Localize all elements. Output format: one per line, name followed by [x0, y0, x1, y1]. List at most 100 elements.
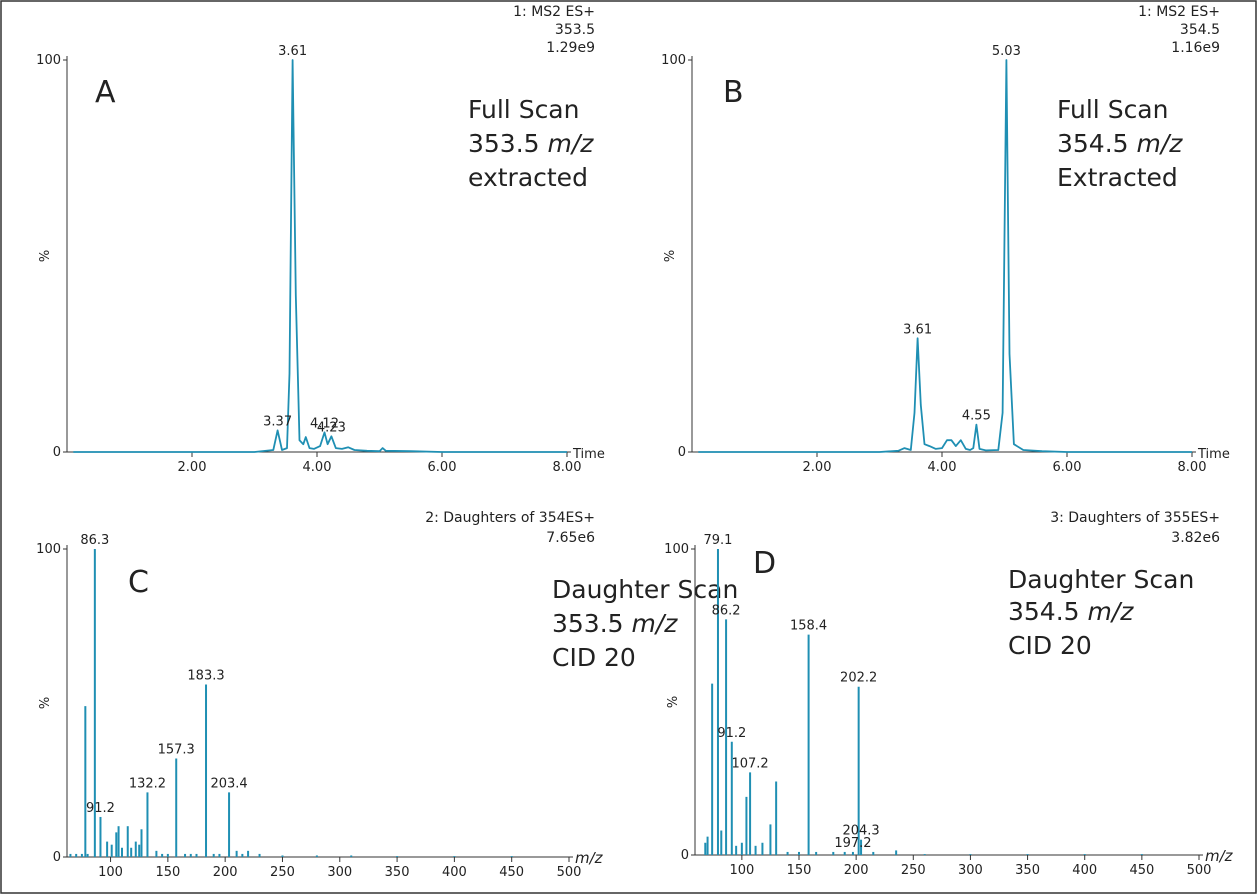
x-tick-label: 8.00 — [553, 460, 582, 475]
note-line: CID 20 — [552, 643, 636, 672]
note-text: 353.5 — [468, 129, 540, 158]
peak-label: 4.12 — [310, 416, 339, 431]
y-tick-label: 100 — [36, 542, 61, 557]
peak-label: 132.2 — [129, 776, 166, 791]
x-tick-label: 350 — [385, 865, 410, 880]
x-tick-label: 8.00 — [1178, 460, 1207, 475]
x-axis-label: m/z — [1205, 847, 1234, 865]
x-tick-label: 250 — [901, 863, 926, 878]
x-tick-label: 500 — [557, 865, 582, 880]
y-axis-label: % — [666, 696, 681, 708]
x-tick-label: 6.00 — [428, 460, 457, 475]
note-line: 354.5 m/z — [1008, 597, 1134, 626]
panel-letter: B — [723, 75, 744, 110]
peak-label: 202.2 — [840, 671, 877, 686]
note-italic: m/z — [632, 609, 679, 638]
y-tick-label: 100 — [36, 53, 61, 68]
note-italic: m/z — [548, 129, 595, 158]
note-line: Full Scan — [1057, 95, 1168, 124]
note-line: Daughter Scan — [552, 575, 738, 604]
panel-letter: D — [753, 546, 776, 581]
note-line: Daughter Scan — [1008, 565, 1194, 594]
header-line: 3.82e6 — [1171, 530, 1220, 546]
y-tick-label: 0 — [678, 445, 686, 460]
x-tick-label: 2.00 — [178, 460, 207, 475]
x-tick-label: 200 — [213, 865, 238, 880]
header-line: 3: Daughters of 355ES+ — [1050, 510, 1220, 526]
peak-label: 91.2 — [717, 726, 746, 741]
x-tick-label: 400 — [1072, 863, 1097, 878]
peak-label: 4.55 — [962, 409, 991, 424]
peak-label: 204.3 — [842, 824, 879, 839]
y-tick-label: 0 — [681, 848, 689, 863]
peak-label: 79.1 — [703, 533, 732, 548]
header-line: 7.65e6 — [546, 530, 595, 546]
note-italic: m/z — [1137, 129, 1184, 158]
x-tick-label: 350 — [1015, 863, 1040, 878]
x-tick-label: 300 — [958, 863, 983, 878]
note-line: 353.5 m/z — [468, 129, 594, 158]
peak-label: 3.37 — [263, 414, 292, 429]
y-axis-label: % — [38, 697, 53, 709]
header-line: 1.29e9 — [546, 40, 595, 56]
header-line: 1: MS2 ES+ — [1138, 4, 1220, 20]
peak-label: 197.2 — [834, 836, 871, 851]
x-tick-label: 500 — [1187, 863, 1212, 878]
peak-label: 158.4 — [790, 619, 827, 634]
header-line: 354.5 — [1180, 22, 1220, 38]
chromatogram-line — [73, 59, 567, 453]
note-text: 354.5 — [1057, 129, 1129, 158]
x-axis-label: m/z — [575, 849, 604, 867]
header-line: 353.5 — [555, 22, 595, 38]
header-line: 1: MS2 ES+ — [513, 4, 595, 20]
x-axis-label: Time — [1197, 447, 1230, 462]
x-tick-label: 100 — [98, 865, 123, 880]
x-tick-label: 150 — [787, 863, 812, 878]
note-text: CID 20 — [1008, 631, 1092, 660]
x-tick-label: 450 — [1129, 863, 1154, 878]
y-tick-label: 100 — [661, 53, 686, 68]
x-tick-label: 6.00 — [1053, 460, 1082, 475]
header-line: 1.16e9 — [1171, 40, 1220, 56]
note-italic: m/z — [1088, 597, 1135, 626]
note-line: Full Scan — [468, 95, 579, 124]
peak-label: 183.3 — [187, 669, 224, 684]
peak-label: 3.61 — [903, 322, 932, 337]
note-text: Full Scan — [468, 95, 579, 124]
header-line: 2: Daughters of 354ES+ — [425, 510, 595, 526]
note-text: 353.5 — [552, 609, 624, 638]
peak-label: 3.61 — [278, 44, 307, 59]
x-tick-label: 400 — [442, 865, 467, 880]
note-line: Extracted — [1057, 163, 1178, 192]
y-tick-label: 0 — [53, 445, 61, 460]
peak-label: 203.4 — [210, 776, 247, 791]
note-line: 353.5 m/z — [552, 609, 678, 638]
x-tick-label: 100 — [729, 863, 754, 878]
peak-label: 157.3 — [158, 742, 195, 757]
chromatogram-line — [698, 59, 1192, 453]
note-line: 354.5 m/z — [1057, 129, 1183, 158]
y-tick-label: 0 — [53, 850, 61, 865]
panel-letter: A — [95, 75, 116, 110]
note-text: Full Scan — [1057, 95, 1168, 124]
y-axis-label: % — [663, 250, 678, 262]
peak-label: 86.3 — [80, 533, 109, 548]
x-tick-label: 200 — [844, 863, 869, 878]
note-text: CID 20 — [552, 643, 636, 672]
x-tick-label: 450 — [499, 865, 524, 880]
x-tick-label: 300 — [327, 865, 352, 880]
peak-label: 107.2 — [731, 756, 768, 771]
panel-letter: C — [128, 565, 149, 600]
x-tick-label: 150 — [155, 865, 180, 880]
x-tick-label: 2.00 — [803, 460, 832, 475]
note-text: Daughter Scan — [552, 575, 738, 604]
note-line: extracted — [468, 163, 588, 192]
note-text: extracted — [468, 163, 588, 192]
peak-label: 91.2 — [86, 801, 115, 816]
peak-label: 5.03 — [992, 44, 1021, 59]
peak-label: 4.23 — [317, 420, 346, 435]
note-text: Extracted — [1057, 163, 1178, 192]
note-line: CID 20 — [1008, 631, 1092, 660]
